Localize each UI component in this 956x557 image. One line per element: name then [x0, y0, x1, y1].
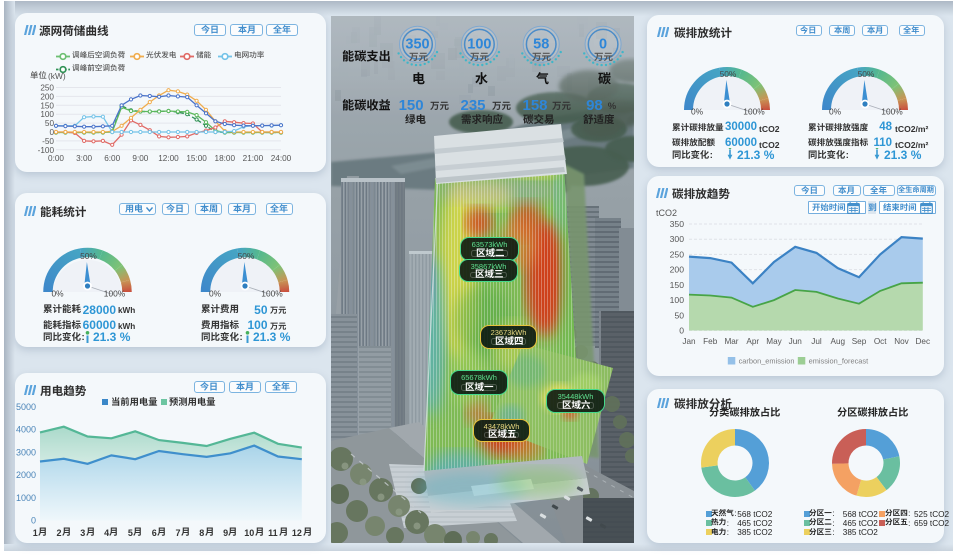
svg-text:350: 350: [405, 37, 429, 53]
svg-text:Jan: Jan: [682, 337, 696, 346]
svg-text:21:00: 21:00: [243, 154, 264, 163]
svg-text:200: 200: [670, 265, 685, 275]
svg-text:9:00: 9:00: [132, 154, 148, 163]
svg-text:58: 58: [533, 37, 549, 53]
svg-text:100%: 100%: [104, 289, 126, 299]
svg-text:0: 0: [49, 128, 54, 137]
svg-text:0%: 0%: [691, 107, 704, 117]
svg-text:50%: 50%: [720, 69, 737, 79]
svg-text:Aug: Aug: [831, 337, 846, 346]
svg-text:Dec: Dec: [916, 337, 931, 346]
svg-text:May: May: [766, 337, 782, 346]
svg-text:250: 250: [40, 84, 54, 93]
svg-text:50: 50: [45, 119, 55, 128]
svg-text:5000: 5000: [16, 402, 36, 412]
svg-text:Jun: Jun: [789, 337, 803, 346]
svg-text:100%: 100%: [743, 107, 765, 117]
svg-text:50%: 50%: [858, 69, 875, 79]
svg-text:18:00: 18:00: [215, 154, 236, 163]
svg-text:12:00: 12:00: [158, 154, 179, 163]
svg-text:0: 0: [679, 326, 684, 336]
svg-text:24:00: 24:00: [271, 154, 292, 163]
svg-text:350: 350: [670, 219, 685, 229]
svg-text:100%: 100%: [881, 107, 903, 117]
svg-text:150: 150: [40, 101, 54, 110]
svg-text:-50: -50: [42, 137, 54, 146]
svg-text:Jul: Jul: [811, 337, 822, 346]
svg-text:carbon_emission: carbon_emission: [739, 357, 795, 366]
svg-text:Nov: Nov: [894, 337, 909, 346]
svg-text:150: 150: [670, 280, 685, 290]
svg-text:0%: 0%: [829, 107, 842, 117]
svg-text:15:00: 15:00: [186, 154, 207, 163]
svg-text:50: 50: [674, 310, 684, 320]
svg-text:300: 300: [670, 234, 685, 244]
svg-text:0: 0: [31, 516, 36, 526]
svg-text:Sep: Sep: [852, 337, 867, 346]
svg-text:Mar: Mar: [724, 337, 738, 346]
svg-text:emission_forecast: emission_forecast: [809, 357, 869, 366]
svg-text:-100: -100: [38, 146, 55, 155]
svg-text:Apr: Apr: [746, 337, 759, 346]
svg-text:0%: 0%: [51, 289, 64, 299]
svg-text:100: 100: [670, 295, 685, 305]
svg-text:100: 100: [467, 37, 491, 53]
svg-text:0:00: 0:00: [48, 154, 64, 163]
svg-text:0: 0: [599, 37, 607, 53]
svg-text:3:00: 3:00: [76, 154, 92, 163]
svg-text:Feb: Feb: [703, 337, 718, 346]
svg-text:50%: 50%: [80, 251, 97, 261]
svg-text:4000: 4000: [16, 425, 36, 435]
svg-text:2000: 2000: [16, 470, 36, 480]
svg-text:200: 200: [40, 92, 54, 101]
svg-text:6:00: 6:00: [104, 154, 120, 163]
svg-text:100%: 100%: [261, 289, 283, 299]
svg-text:Oct: Oct: [874, 337, 887, 346]
svg-text:100: 100: [40, 110, 54, 119]
svg-text:50%: 50%: [238, 251, 255, 261]
svg-text:3000: 3000: [16, 447, 36, 457]
svg-text:0%: 0%: [209, 289, 222, 299]
svg-text:1000: 1000: [16, 493, 36, 503]
svg-text:250: 250: [670, 249, 685, 259]
